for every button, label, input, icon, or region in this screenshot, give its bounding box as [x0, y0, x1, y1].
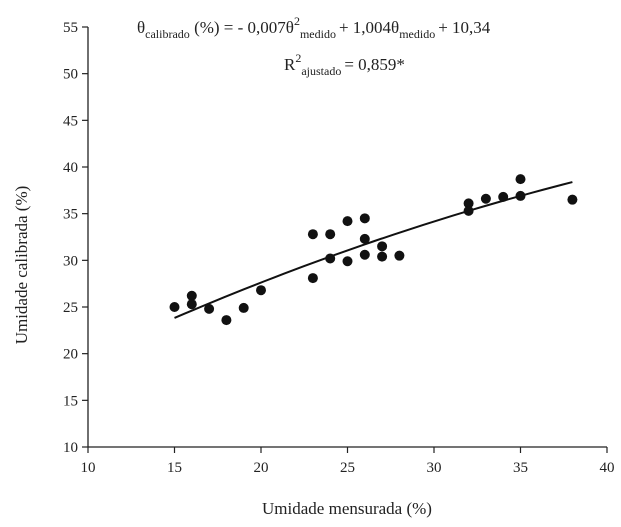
data-point	[238, 302, 249, 313]
x-tick-label: 40	[600, 460, 615, 476]
x-tick-label: 25	[340, 460, 355, 476]
r-squared-label: R2ajustado = 0,859*	[284, 51, 405, 78]
data-point	[515, 190, 526, 201]
data-point	[342, 256, 353, 267]
y-tick-label: 50	[63, 67, 78, 83]
data-point	[567, 194, 578, 205]
data-point	[221, 315, 232, 326]
data-point	[204, 303, 215, 314]
y-axis-title: Umidade calibrada (%)	[12, 186, 31, 345]
x-axis-title: Umidade mensurada (%)	[262, 499, 432, 518]
data-point	[377, 241, 388, 252]
data-point	[463, 198, 474, 209]
data-point	[169, 302, 180, 312]
y-ticks: 10 15 20 25 30 35 40 45 50 55	[63, 20, 88, 456]
x-tick-label: 35	[513, 460, 528, 476]
y-tick-label: 20	[63, 347, 78, 363]
data-points	[169, 174, 578, 326]
y-tick-label: 25	[63, 300, 78, 316]
data-point	[307, 273, 318, 284]
fit-curve	[174, 181, 573, 319]
data-point	[498, 191, 509, 202]
y-tick-label: 55	[63, 20, 78, 36]
y-tick-label: 40	[63, 160, 78, 176]
data-point	[325, 253, 336, 264]
y-tick-label: 30	[63, 253, 78, 269]
data-point	[359, 249, 370, 260]
x-tick-label: 10	[81, 460, 96, 476]
data-point	[186, 290, 197, 301]
data-point	[256, 285, 266, 296]
y-tick-label: 10	[63, 440, 78, 456]
data-point	[325, 229, 336, 240]
x-tick-label: 15	[167, 460, 182, 476]
data-point	[515, 174, 526, 185]
data-point	[342, 216, 353, 227]
data-point	[307, 229, 318, 240]
axes	[87, 27, 607, 448]
x-tick-label: 20	[254, 460, 269, 476]
x-ticks: 10 15 20 25 30 35 40	[81, 447, 615, 476]
y-tick-label: 45	[63, 113, 78, 129]
data-point	[463, 205, 474, 216]
y-tick-label: 15	[63, 393, 78, 409]
data-point	[186, 299, 197, 310]
data-point	[359, 233, 370, 244]
data-point	[359, 213, 370, 224]
data-point	[377, 251, 388, 262]
x-tick-label: 30	[427, 460, 442, 476]
data-point	[480, 193, 491, 204]
y-tick-label: 35	[63, 207, 78, 223]
regression-equation: θcalibrado (%) = - 0,007θ2medido + 1,004θ…	[137, 14, 491, 41]
data-point	[394, 250, 405, 261]
